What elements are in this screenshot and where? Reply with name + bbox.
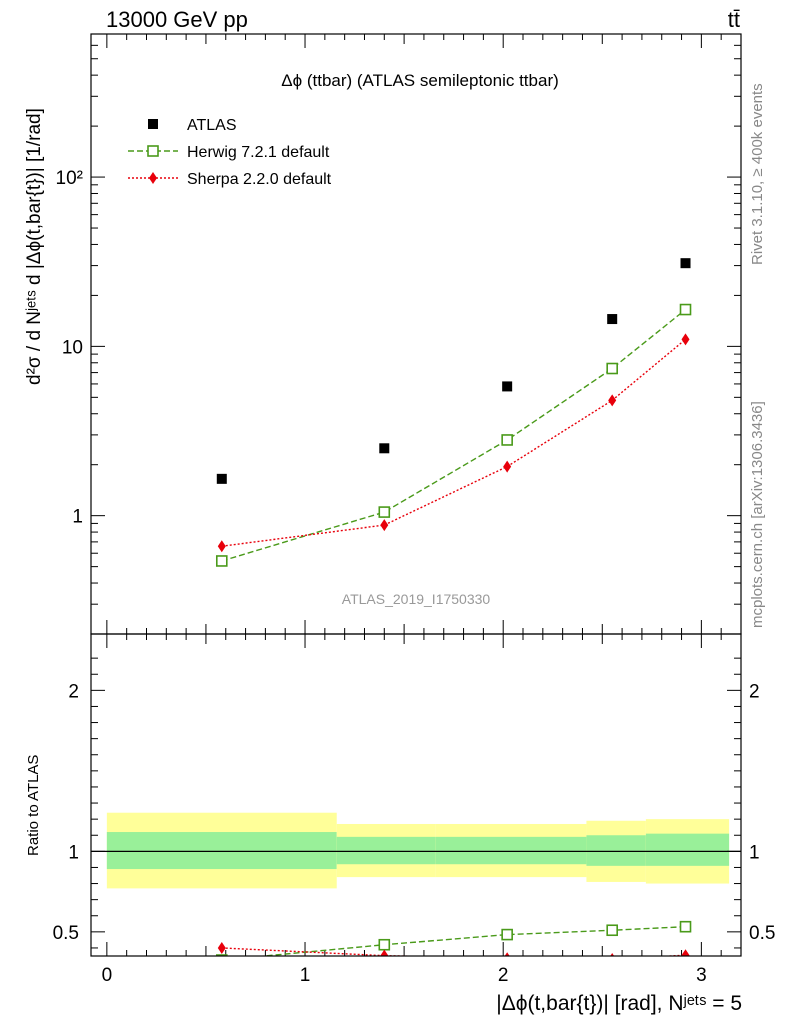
data-point: [217, 540, 226, 553]
rivet-side-label: Rivet 3.1.10, ≥ 400k events: [749, 83, 766, 265]
ratio-data-point: [504, 952, 510, 956]
header-process-label: 13000 GeV pp: [106, 7, 248, 32]
y-tick-label: 10: [62, 337, 83, 358]
legend-label: ATLAS: [187, 117, 237, 134]
x-tick-label: 1: [300, 965, 311, 986]
uncertainty-band-inner: [435, 836, 587, 865]
ratio-y-tick-label: 2: [68, 681, 79, 702]
header-final-state-label: tt̄: [728, 7, 740, 32]
analysis-watermark: ATLAS_2019_I1750330: [342, 591, 491, 607]
data-point: [380, 519, 389, 532]
ratio-data-point: [606, 924, 618, 937]
mcplots-side-label: mcplots.cern.ch [arXiv:1306.3436]: [749, 401, 766, 628]
ratio-data-point: [610, 953, 615, 956]
x-tick-label: 3: [696, 965, 707, 986]
ratio-data-point: [380, 949, 389, 956]
uncertainty-band-inner: [586, 835, 646, 866]
ratio-data-point: [501, 928, 513, 941]
ratio-data-point: [679, 920, 692, 933]
uncertainty-band-inner: [106, 832, 337, 870]
legend-label: Sherpa 2.2.0 default: [187, 171, 332, 188]
data-point: [379, 443, 390, 454]
data-point: [216, 473, 227, 484]
ratio-y-axis-label: Ratio to ATLAS: [25, 755, 42, 856]
y-tick-label: 10²: [56, 168, 83, 189]
ratio-y-tick-label: 0.5: [749, 923, 775, 944]
ratio-y-tick-label: 1: [749, 842, 760, 863]
data-point: [679, 303, 692, 316]
data-point: [501, 434, 513, 446]
main-title: Δϕ (ttbar) (ATLAS semileptonic ttbar): [281, 71, 559, 90]
ratio-data-point: [681, 949, 690, 956]
ratio-series-line: [221, 947, 686, 956]
ratio-y-tick-label: 0.5: [53, 923, 79, 944]
data-point: [503, 460, 512, 473]
ratio-y-tick-label: 1: [68, 842, 79, 863]
data-point: [607, 314, 618, 325]
legend: ATLAS Herwig 7.2.1 default Sherpa 2.2.0 de…: [128, 117, 332, 188]
ratio-y-tick-label: 2: [749, 681, 760, 702]
data-point: [606, 362, 618, 375]
x-tick-label: 0: [102, 965, 113, 986]
x-axis-label: |Δϕ(t,bar{t})| [rad], Nʲᵉᵗˢ = 5: [496, 992, 742, 1015]
y-tick-label: 1: [72, 507, 83, 528]
x-tick-label: 2: [498, 965, 509, 986]
ratio-series-line: [257, 925, 686, 956]
data-point: [378, 506, 391, 518]
main-panel: Δϕ (ttbar) (ATLAS semileptonic ttbar) AT…: [24, 33, 742, 635]
legend-marker: [149, 172, 157, 184]
data-point: [215, 555, 228, 567]
legend-marker: [147, 145, 159, 157]
ratio-data-point: [378, 938, 391, 951]
data-point: [680, 258, 691, 269]
ratio-data-point: [217, 941, 226, 954]
series-line: [221, 309, 686, 562]
uncertainty-band-inner: [336, 836, 436, 865]
main-y-axis-label: d²σ / d Nʲᵉᵗˢ d |Δϕ(t,bar{t})| [1/rad]: [24, 108, 45, 385]
legend-marker: [148, 119, 158, 129]
data-point: [502, 381, 513, 392]
legend-label: Herwig 7.2.1 default: [187, 144, 330, 161]
data-point: [681, 333, 690, 346]
ratio-frame: [90, 633, 742, 957]
ratio-panel: 0.5 0.5 1 1 2 2 0 1 2 3 Ratio to ATLAS |Δϕ(t,bar{…: [25, 633, 775, 1015]
data-point: [608, 394, 617, 407]
uncertainty-band-inner: [645, 833, 730, 866]
series-line: [221, 338, 686, 547]
